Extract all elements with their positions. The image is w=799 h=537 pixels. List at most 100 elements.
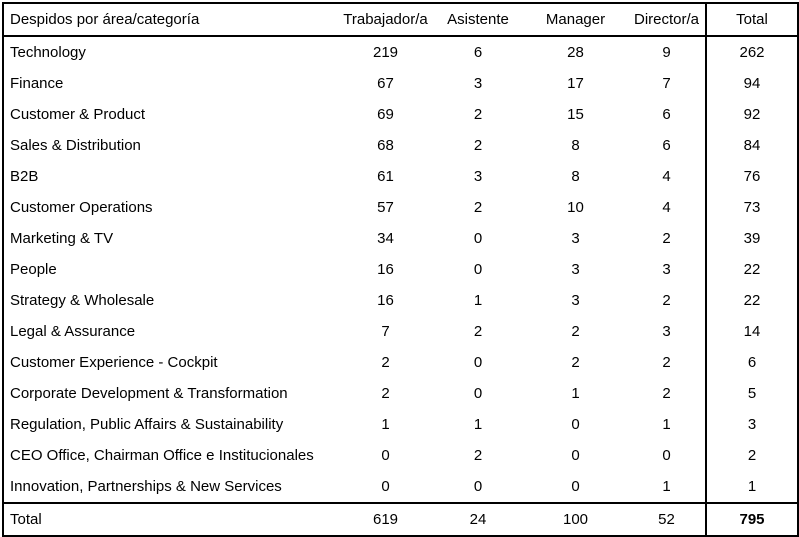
cell-value: 4 bbox=[662, 168, 671, 185]
cell-category: Strategy & Wholesale bbox=[10, 292, 155, 309]
cell-value: 14 bbox=[705, 316, 798, 347]
cell-value: 9 bbox=[662, 44, 671, 61]
table-row: Sales & Distribution 68 2 8 6 84 bbox=[3, 130, 798, 161]
cell-value: 1 bbox=[473, 416, 483, 433]
cell-value: 3 bbox=[662, 323, 671, 340]
table-row: B2B 61 3 8 4 76 bbox=[3, 161, 798, 192]
grand-total-value: 795 bbox=[705, 502, 798, 536]
cell-value: 3 bbox=[473, 168, 483, 185]
table-row: Technology 219 6 28 9 262 bbox=[3, 36, 798, 68]
cell-value: 1 bbox=[662, 478, 671, 495]
col-header-director: Director/a bbox=[628, 3, 706, 37]
cell-value: 3 bbox=[571, 261, 580, 278]
table-body: Technology 219 6 28 9 262 Finance 67 3 17 7 94 Custo… bbox=[3, 36, 798, 503]
total-trabajador: 619 bbox=[338, 502, 433, 536]
cell-value: 2 bbox=[381, 385, 390, 402]
col-header-trabajador: Trabajador/a bbox=[338, 3, 433, 37]
cell-value: 3 bbox=[662, 261, 671, 278]
cell-value: 76 bbox=[705, 161, 798, 192]
table-header: Despidos por área/categoría Trabajador/a… bbox=[3, 3, 798, 37]
cell-value: 0 bbox=[662, 447, 671, 464]
cell-value: 2 bbox=[473, 106, 483, 123]
cell-value: 6 bbox=[662, 137, 671, 154]
total-asistente: 24 bbox=[433, 502, 523, 536]
table-row: Customer Operations 57 2 10 4 73 bbox=[3, 192, 798, 223]
cell-value: 4 bbox=[662, 199, 671, 216]
cell-value: 34 bbox=[377, 230, 394, 247]
cell-value: 10 bbox=[567, 199, 584, 216]
total-row-label: Total bbox=[3, 502, 338, 536]
table-row: Customer & Product 69 2 15 6 92 bbox=[3, 99, 798, 130]
table-row: Customer Experience - Cockpit 2 0 2 2 6 bbox=[3, 347, 798, 378]
cell-value: 1 bbox=[571, 385, 580, 402]
cell-value: 73 bbox=[705, 192, 798, 223]
cell-value: 3 bbox=[705, 409, 798, 440]
cell-category: CEO Office, Chairman Office e Institucio… bbox=[10, 447, 314, 464]
cell-value: 6 bbox=[705, 347, 798, 378]
cell-value: 3 bbox=[571, 230, 580, 247]
col-header-manager: Manager bbox=[523, 3, 628, 37]
table-row: Finance 67 3 17 7 94 bbox=[3, 68, 798, 99]
table-row: CEO Office, Chairman Office e Institucio… bbox=[3, 440, 798, 471]
table-footer: Total 619 24 100 52 795 bbox=[3, 502, 798, 536]
cell-value: 39 bbox=[705, 223, 798, 254]
cell-value: 6 bbox=[473, 44, 483, 61]
cell-value: 2 bbox=[662, 292, 671, 309]
col-header-total: Total bbox=[705, 3, 798, 37]
cell-category: Customer Experience - Cockpit bbox=[10, 354, 218, 371]
cell-value: 61 bbox=[377, 168, 394, 185]
cell-category: B2B bbox=[10, 168, 39, 185]
cell-value: 219 bbox=[372, 44, 399, 61]
cell-category: Finance bbox=[10, 75, 64, 92]
cell-value: 57 bbox=[377, 199, 394, 216]
cell-value: 2 bbox=[473, 447, 483, 464]
cell-category: Customer & Product bbox=[10, 106, 146, 123]
cell-value: 0 bbox=[473, 230, 483, 247]
cell-category: Sales & Distribution bbox=[10, 137, 141, 154]
cell-value: 2 bbox=[473, 137, 483, 154]
cell-value: 7 bbox=[381, 323, 390, 340]
header-row: Despidos por área/categoría Trabajador/a… bbox=[3, 3, 798, 37]
cell-value: 0 bbox=[473, 261, 483, 278]
cell-category: Corporate Development & Transformation bbox=[10, 385, 288, 402]
cell-value: 0 bbox=[381, 478, 390, 495]
col-header-asistente: Asistente bbox=[433, 3, 523, 37]
cell-value: 8 bbox=[571, 137, 580, 154]
cell-value: 92 bbox=[705, 99, 798, 130]
table-row: Innovation, Partnerships & New Services 0… bbox=[3, 471, 798, 503]
cell-value: 67 bbox=[377, 75, 394, 92]
cell-category: Legal & Assurance bbox=[10, 323, 136, 340]
cell-category: Regulation, Public Affairs & Sustainabil… bbox=[10, 416, 284, 433]
cell-category: Technology bbox=[10, 44, 86, 61]
cell-value: 2 bbox=[571, 354, 580, 371]
cell-value: 0 bbox=[473, 478, 483, 495]
cell-value: 1 bbox=[662, 416, 671, 433]
cell-value: 22 bbox=[705, 285, 798, 316]
cell-category: People bbox=[10, 261, 57, 278]
cell-value: 1 bbox=[473, 292, 483, 309]
cell-value: 69 bbox=[377, 106, 394, 123]
cell-value: 2 bbox=[705, 440, 798, 471]
cell-value: 1 bbox=[381, 416, 390, 433]
cell-value: 16 bbox=[377, 261, 394, 278]
cell-value: 2 bbox=[662, 354, 671, 371]
cell-category: Customer Operations bbox=[10, 199, 153, 216]
cell-value: 0 bbox=[381, 447, 390, 464]
cell-value: 68 bbox=[377, 137, 394, 154]
cell-value: 8 bbox=[571, 168, 580, 185]
cell-value: 0 bbox=[473, 385, 483, 402]
cell-value: 0 bbox=[571, 447, 580, 464]
cell-value: 22 bbox=[705, 254, 798, 285]
cell-value: 262 bbox=[705, 36, 798, 68]
cell-value: 17 bbox=[567, 75, 584, 92]
col-header-category: Despidos por área/categoría bbox=[3, 3, 338, 37]
cell-value: 6 bbox=[662, 106, 671, 123]
cell-value: 0 bbox=[571, 416, 580, 433]
cell-value: 28 bbox=[567, 44, 584, 61]
cell-value: 16 bbox=[377, 292, 394, 309]
cell-category: Innovation, Partnerships & New Services bbox=[10, 478, 282, 495]
cell-value: 94 bbox=[705, 68, 798, 99]
cell-value: 3 bbox=[571, 292, 580, 309]
